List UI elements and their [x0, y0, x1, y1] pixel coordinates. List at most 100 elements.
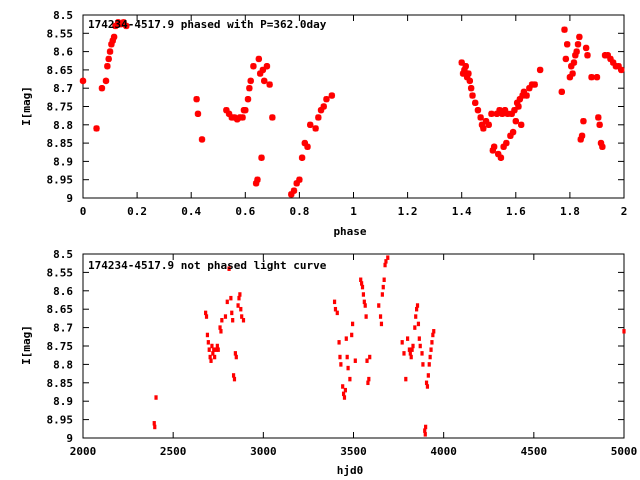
phased-data-point	[98, 85, 106, 92]
unphased-y-tick-label: 8.65	[47, 303, 74, 316]
phased-data-point	[474, 106, 482, 114]
phased-data-point	[328, 92, 336, 99]
unphased-data-point	[232, 376, 237, 382]
phased-data-point	[458, 59, 465, 66]
phased-data-point	[501, 106, 509, 114]
phased-x-tick-labels: 0 0.2 0.4 0.6 0.8 1 1.2 1.4 1.6 1.8 2	[80, 205, 628, 218]
unphased-data-point	[223, 314, 228, 319]
phased-data-point	[463, 74, 471, 81]
phased-x-tick-label: 1.8	[560, 205, 580, 218]
unphased-data-point	[241, 318, 246, 323]
phased-data-point	[509, 128, 517, 136]
phased-data-point	[573, 48, 580, 55]
unphased-data-point	[216, 347, 220, 352]
phased-data-point	[569, 70, 576, 77]
phased-data-point	[536, 66, 544, 74]
unphased-data-point	[417, 336, 421, 341]
phased-data-point	[106, 48, 114, 55]
phased-data-point	[516, 95, 524, 103]
unphased-data-point	[209, 358, 213, 363]
phased-data-point	[572, 52, 579, 59]
phased-x-tick-label: 1.4	[452, 205, 472, 218]
unphased-y-tick-label: 8.75	[47, 340, 74, 353]
phased-data-point	[504, 110, 511, 118]
unphased-y-tick-labels: 8.5 8.55 8.6 8.65 8.7 8.75 8.8 8.85 8.9 8.95 9	[47, 248, 74, 445]
unphased-data-point	[332, 299, 337, 305]
unphased-data-point	[429, 347, 433, 352]
phased-data-point	[588, 74, 595, 81]
phased-data-point	[258, 154, 265, 161]
unphased-data-point	[377, 303, 381, 308]
unphased-data-point	[333, 306, 338, 312]
phased-data-point	[493, 110, 501, 118]
phased-data-point	[531, 81, 538, 88]
unphased-data-point	[238, 292, 242, 297]
phased-data-point	[574, 41, 582, 48]
phased-chart-title: 174234-4517.9 phased with P=362.0day	[88, 18, 327, 31]
phased-data-point	[609, 59, 617, 66]
phased-x-axis-label: phase	[333, 225, 366, 238]
phased-data-point	[244, 95, 252, 103]
phased-data-point	[110, 33, 118, 41]
phased-data-point	[580, 117, 587, 125]
phased-data-points	[79, 19, 625, 198]
phased-y-tick-label: 8.6	[53, 46, 73, 59]
unphased-plot-frame	[82, 253, 625, 439]
unphased-data-point	[410, 347, 414, 352]
unphased-data-point	[341, 391, 346, 397]
unphased-data-point	[210, 343, 214, 349]
unphased-data-point	[359, 277, 363, 282]
unphased-data-point	[384, 259, 388, 264]
unphased-data-point	[233, 351, 237, 356]
phased-y-tick-label: 8.9	[53, 155, 73, 168]
phased-data-point	[596, 121, 603, 128]
unphased-data-point	[338, 354, 342, 360]
unphased-x-tick-label: 4500	[521, 445, 548, 458]
phased-data-point	[520, 88, 528, 96]
phased-x-tick-label: 1.6	[506, 205, 526, 218]
unphased-data-point	[407, 347, 412, 352]
unphased-data-point	[414, 314, 418, 319]
phased-data-point	[584, 52, 591, 59]
unphased-y-tick-label: 8.55	[47, 266, 74, 279]
unphased-data-point	[230, 310, 234, 316]
phased-data-point	[469, 92, 476, 99]
unphased-y-tick-label: 8.95	[47, 414, 74, 427]
phased-data-point	[301, 139, 309, 147]
phased-data-point	[104, 63, 111, 70]
unphased-data-point	[418, 343, 422, 349]
phased-x-tick-label: 0	[80, 205, 87, 218]
phased-data-point	[595, 114, 602, 121]
phased-data-point	[252, 180, 260, 187]
unphased-data-point	[229, 295, 233, 301]
phased-data-point	[298, 154, 306, 161]
unphased-x-tick-label: 3500	[340, 445, 367, 458]
unphased-data-point	[622, 329, 626, 334]
unphased-data-point	[350, 321, 355, 327]
phased-data-point	[526, 85, 533, 92]
unphased-y-axis-label: I[mag]	[20, 325, 33, 365]
phased-data-point	[519, 92, 526, 99]
phased-data-point	[597, 139, 605, 147]
phased-data-point	[120, 19, 127, 26]
phased-data-point	[563, 41, 571, 48]
unphased-data-point	[204, 310, 208, 316]
phased-data-point	[239, 114, 246, 121]
phased-y-tick-label: 8.85	[47, 137, 74, 150]
phased-x-tick-label: 1.2	[398, 205, 418, 218]
unphased-data-point	[231, 373, 236, 378]
phased-data-point	[570, 59, 578, 66]
phased-data-point	[317, 106, 325, 114]
phased-data-point	[259, 66, 267, 74]
unphased-data-point	[382, 277, 386, 282]
unphased-y-tick-label: 8.6	[53, 285, 73, 298]
phased-data-point	[482, 117, 490, 125]
phased-data-point	[193, 95, 200, 103]
phased-data-point	[255, 55, 263, 63]
unphased-data-point	[342, 395, 347, 400]
phased-data-point	[109, 37, 116, 44]
unphased-ticks	[82, 253, 625, 439]
unphased-x-tick-labels: 2000 2500 3000 3500 4000 4500 5000	[70, 445, 638, 458]
phased-data-point	[497, 154, 505, 161]
unphased-data-point	[353, 358, 357, 363]
